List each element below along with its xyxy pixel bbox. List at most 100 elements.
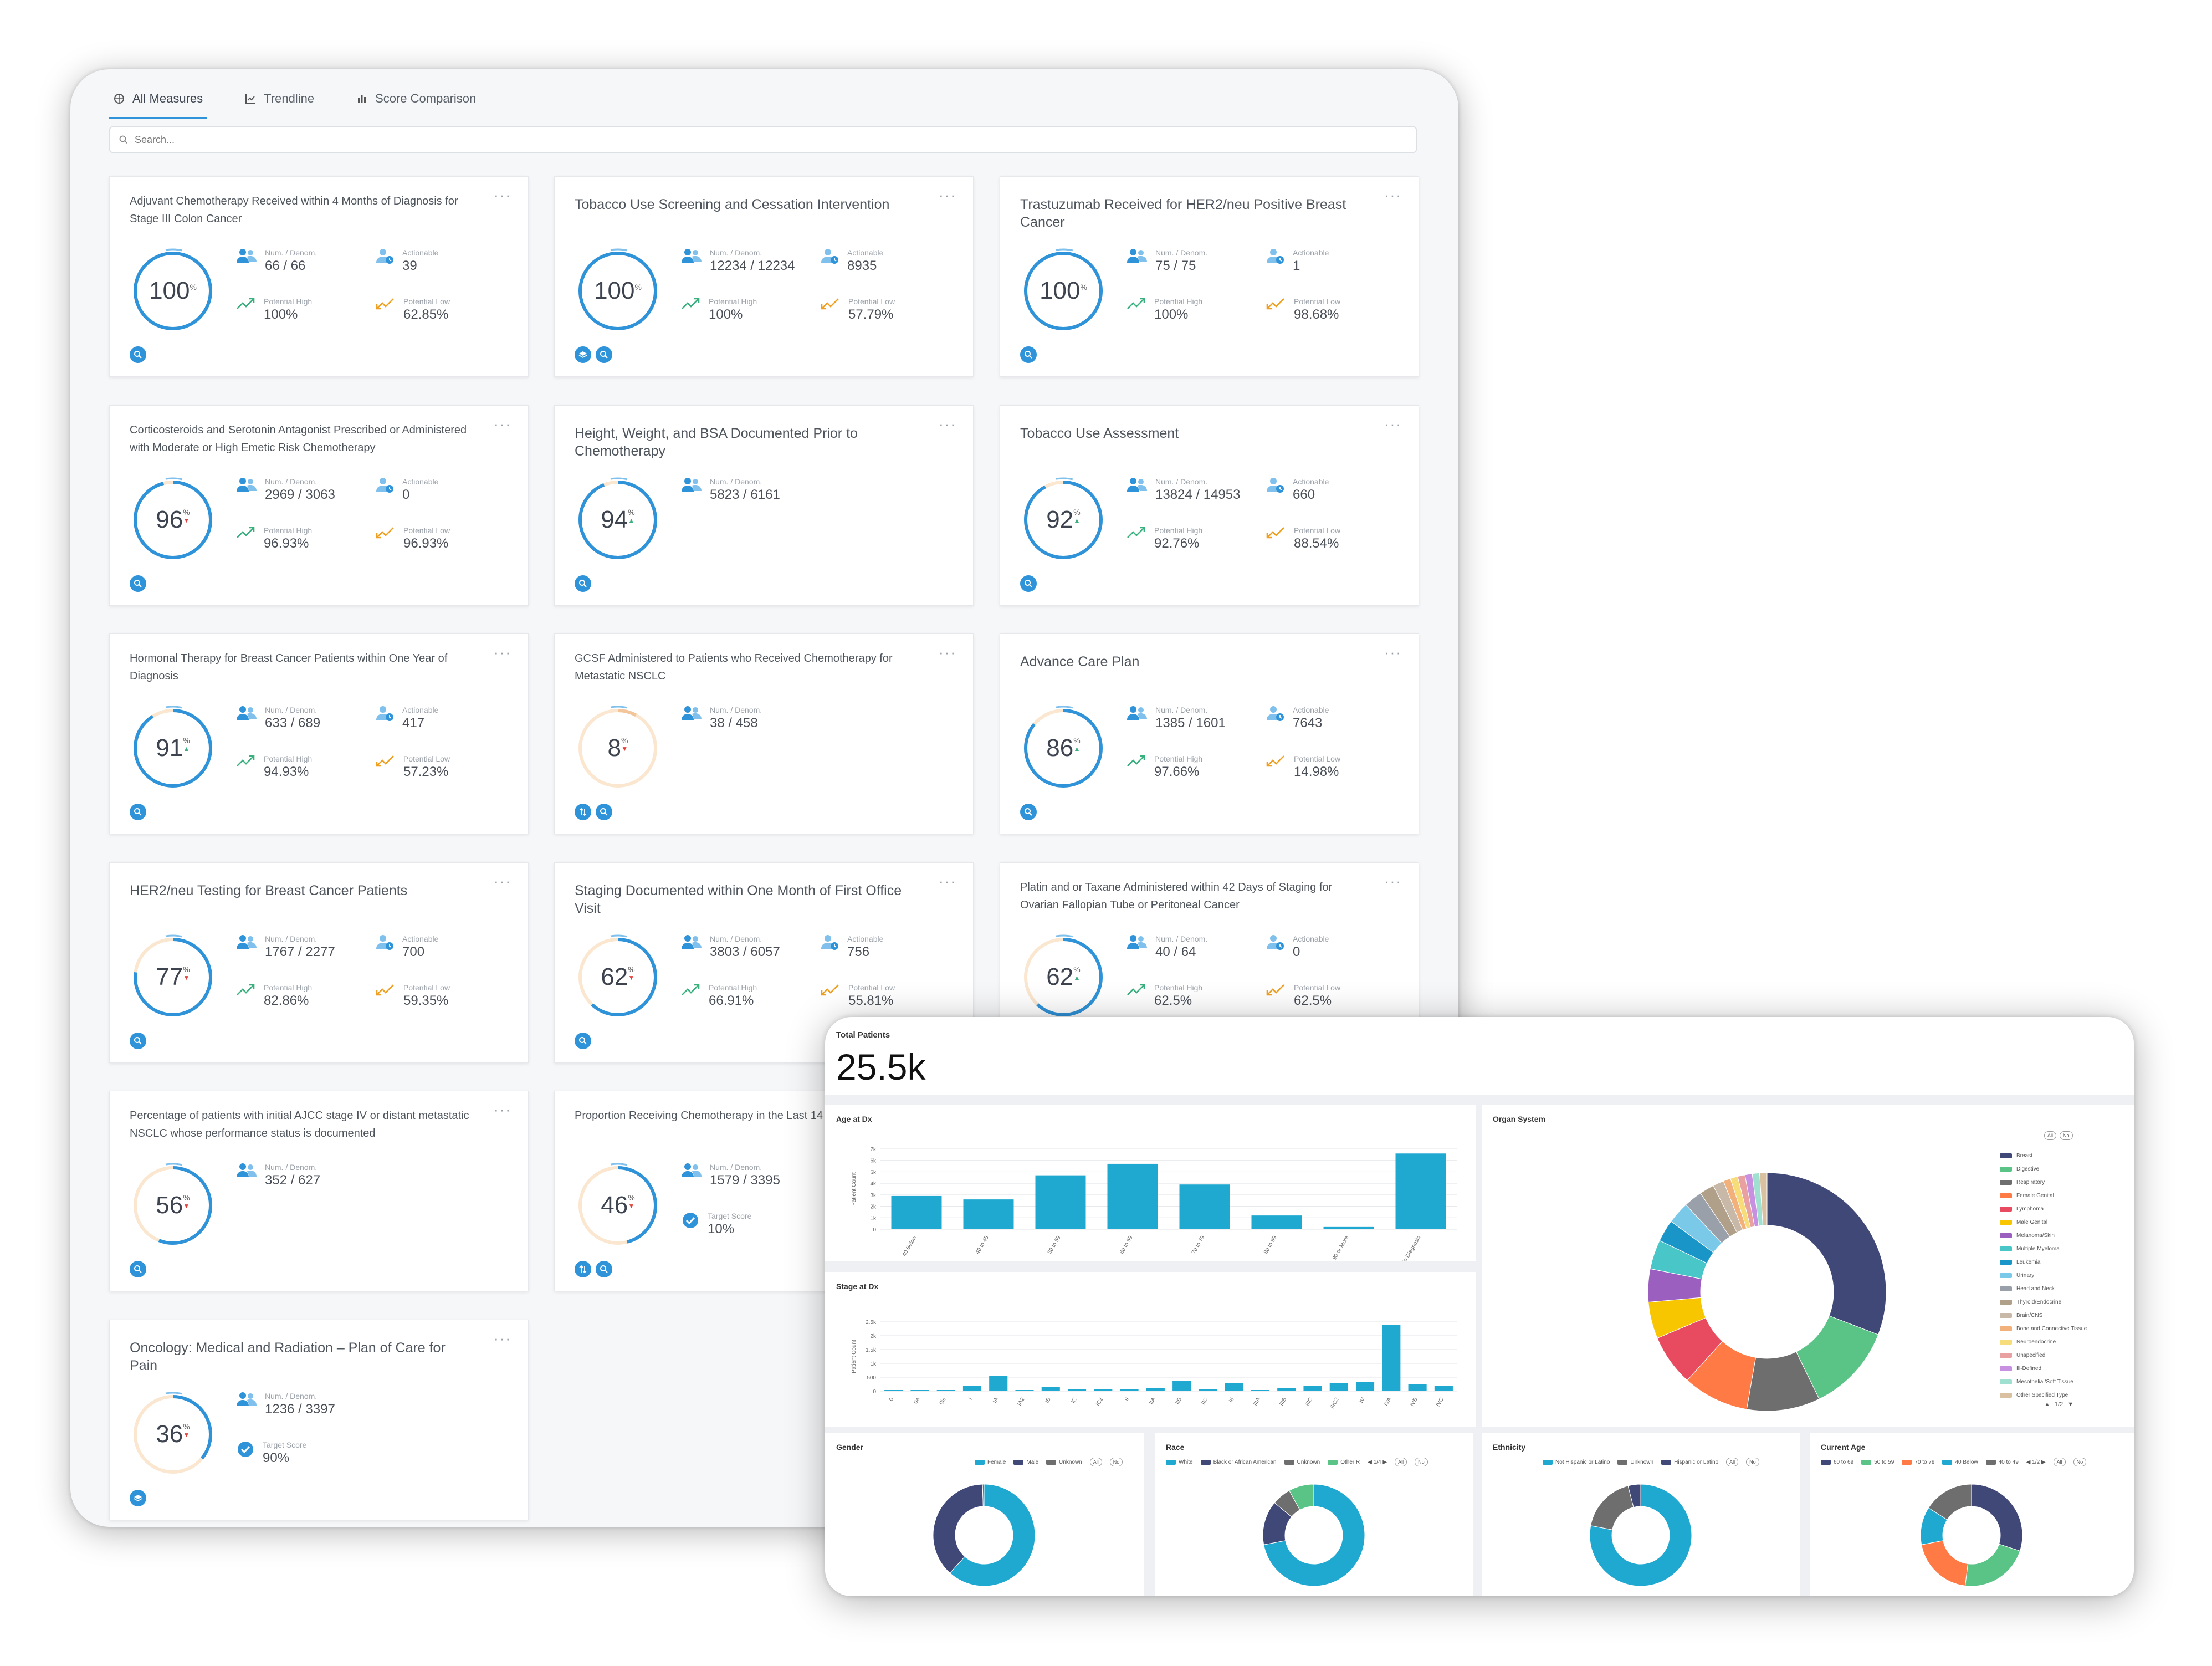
legend-item[interactable]: Male Genital: [2000, 1215, 2087, 1229]
stat-label: Target Score: [263, 1440, 307, 1449]
legend-item[interactable]: 50 to 59: [1861, 1459, 1894, 1465]
search-button[interactable]: [130, 1261, 146, 1277]
legend-item[interactable]: Neuroendocrine: [2000, 1335, 2087, 1348]
legend-item[interactable]: 40 Below: [1942, 1459, 1978, 1465]
legend-item[interactable]: Black or African American: [1200, 1459, 1277, 1465]
more-menu-icon[interactable]: ···: [1384, 187, 1402, 203]
legend-item[interactable]: Thyroid/Endocrine: [2000, 1295, 2087, 1309]
measure-card[interactable]: Adjuvant Chemotherapy Received within 4 …: [109, 176, 529, 377]
legend-item[interactable]: Head and Neck: [2000, 1282, 2087, 1295]
layers-button[interactable]: [130, 1490, 146, 1506]
search-input[interactable]: [134, 133, 1355, 146]
legend-pager[interactable]: ◀ 1/2 ▶: [2026, 1459, 2046, 1465]
legend-item[interactable]: 70 to 79: [1902, 1459, 1934, 1465]
search-button[interactable]: [596, 804, 612, 820]
measure-card[interactable]: Advance Care Plan ··· 86% ▲ Num. / Denom. 138…: [1000, 633, 1419, 834]
measure-card[interactable]: Tobacco Use Assessment ··· 92% ▲ Num. / Deno…: [1000, 405, 1419, 606]
legend-item[interactable]: Digestive: [2000, 1162, 2087, 1176]
more-menu-icon[interactable]: ···: [939, 644, 956, 661]
more-menu-icon[interactable]: ···: [494, 873, 511, 890]
legend-item[interactable]: 40 to 49: [1985, 1459, 2019, 1465]
measure-card[interactable]: Trastuzumab Received for HER2/neu Positi…: [1000, 176, 1419, 377]
legend-none-toggle[interactable]: No: [1415, 1458, 1428, 1466]
legend-item[interactable]: Female Genital: [2000, 1189, 2087, 1202]
measure-card[interactable]: Height, Weight, and BSA Documented Prior…: [554, 405, 974, 606]
more-menu-icon[interactable]: ···: [494, 644, 511, 661]
legend-item[interactable]: Unknown: [1046, 1459, 1082, 1465]
legend-item[interactable]: Respiratory: [2000, 1176, 2087, 1189]
prev-page-icon[interactable]: ◀: [2026, 1459, 2031, 1465]
more-menu-icon[interactable]: ···: [494, 1101, 511, 1118]
legend-item[interactable]: Unknown: [1284, 1459, 1320, 1465]
measure-card[interactable]: GCSF Administered to Patients who Receiv…: [554, 633, 974, 834]
search-button[interactable]: [130, 575, 146, 592]
search-button[interactable]: [130, 804, 146, 820]
legend-item[interactable]: Hispanic or Latino: [1661, 1459, 1718, 1465]
next-page-icon[interactable]: ▶: [1383, 1459, 1387, 1465]
more-menu-icon[interactable]: ···: [1384, 644, 1402, 661]
search-button[interactable]: [596, 346, 612, 363]
search-button[interactable]: [130, 346, 146, 363]
measure-card[interactable]: Corticosteroids and Serotonin Antagonist…: [109, 405, 529, 606]
measure-card[interactable]: Oncology: Medical and Radiation – Plan o…: [109, 1320, 529, 1520]
legend-none-toggle[interactable]: No: [1746, 1458, 1759, 1466]
legend-all-toggle[interactable]: All: [1726, 1458, 1739, 1466]
legend-item[interactable]: Unspecified: [2000, 1348, 2087, 1362]
tab-trendline[interactable]: Trendline: [240, 80, 319, 117]
search-button[interactable]: [575, 1033, 591, 1049]
search-button[interactable]: [130, 1033, 146, 1049]
legend-item[interactable]: White: [1166, 1459, 1193, 1465]
measure-card[interactable]: Percentage of patients with initial AJCC…: [109, 1091, 529, 1291]
legend-none-toggle[interactable]: No: [2060, 1131, 2073, 1140]
legend-item[interactable]: Not Hispanic or Latino: [1543, 1459, 1610, 1465]
search-button[interactable]: [1020, 346, 1037, 363]
legend-all-toggle[interactable]: All: [2044, 1131, 2057, 1140]
layers-button[interactable]: [575, 346, 591, 363]
search-button[interactable]: [1020, 575, 1037, 592]
legend-all-toggle[interactable]: All: [1395, 1458, 1407, 1466]
legend-item[interactable]: Breast: [2000, 1149, 2087, 1162]
search-button[interactable]: [596, 1261, 612, 1277]
legend-item[interactable]: Brain/CNS: [2000, 1309, 2087, 1322]
legend-item[interactable]: Other Specified Type: [2000, 1388, 2087, 1402]
legend-item[interactable]: Female: [975, 1459, 1006, 1465]
tab-all-measures[interactable]: All Measures: [109, 80, 208, 119]
measure-card[interactable]: Tobacco Use Screening and Cessation Inte…: [554, 176, 974, 377]
legend-item[interactable]: Ill-Defined: [2000, 1362, 2087, 1375]
search-button[interactable]: [575, 575, 591, 592]
legend-item[interactable]: Leukemia: [2000, 1255, 2087, 1269]
swap-button[interactable]: [575, 1261, 591, 1277]
next-page-icon[interactable]: ▶: [2041, 1459, 2046, 1465]
tab-score-comparison[interactable]: Score Comparison: [352, 80, 480, 117]
page-up-icon[interactable]: ▲: [2044, 1401, 2050, 1408]
legend-item[interactable]: Lymphoma: [2000, 1202, 2087, 1215]
legend-item[interactable]: Other R: [1328, 1459, 1360, 1465]
legend-all-toggle[interactable]: All: [1089, 1458, 1102, 1466]
more-menu-icon[interactable]: ···: [1384, 873, 1402, 890]
legend-pager[interactable]: ◀ 1/4 ▶: [1368, 1459, 1387, 1465]
more-menu-icon[interactable]: ···: [939, 873, 956, 890]
legend-item[interactable]: Multiple Myeloma: [2000, 1242, 2087, 1255]
legend-item[interactable]: Melanoma/Skin: [2000, 1229, 2087, 1242]
more-menu-icon[interactable]: ···: [494, 187, 511, 203]
legend-none-toggle[interactable]: No: [2073, 1458, 2087, 1466]
search-button[interactable]: [1020, 804, 1037, 820]
more-menu-icon[interactable]: ···: [939, 416, 956, 432]
measure-card[interactable]: HER2/neu Testing for Breast Cancer Patie…: [109, 862, 529, 1063]
legend-item[interactable]: 60 to 69: [1821, 1459, 1853, 1465]
legend-item[interactable]: Bone and Connective Tissue: [2000, 1322, 2087, 1335]
legend-item[interactable]: Unknown: [1617, 1459, 1653, 1465]
legend-all-toggle[interactable]: All: [2053, 1458, 2066, 1466]
legend-none-toggle[interactable]: No: [1109, 1458, 1123, 1466]
prev-page-icon[interactable]: ◀: [1368, 1459, 1372, 1465]
legend-item[interactable]: Male: [1013, 1459, 1038, 1465]
page-down-icon[interactable]: ▼: [2067, 1401, 2074, 1408]
more-menu-icon[interactable]: ···: [494, 416, 511, 432]
swap-button[interactable]: [575, 804, 591, 820]
legend-item[interactable]: Urinary: [2000, 1269, 2087, 1282]
more-menu-icon[interactable]: ···: [494, 1330, 511, 1347]
more-menu-icon[interactable]: ···: [1384, 416, 1402, 432]
more-menu-icon[interactable]: ···: [939, 187, 956, 203]
legend-item[interactable]: Mesothelial/Soft Tissue: [2000, 1375, 2087, 1388]
measure-card[interactable]: Hormonal Therapy for Breast Cancer Patie…: [109, 633, 529, 834]
